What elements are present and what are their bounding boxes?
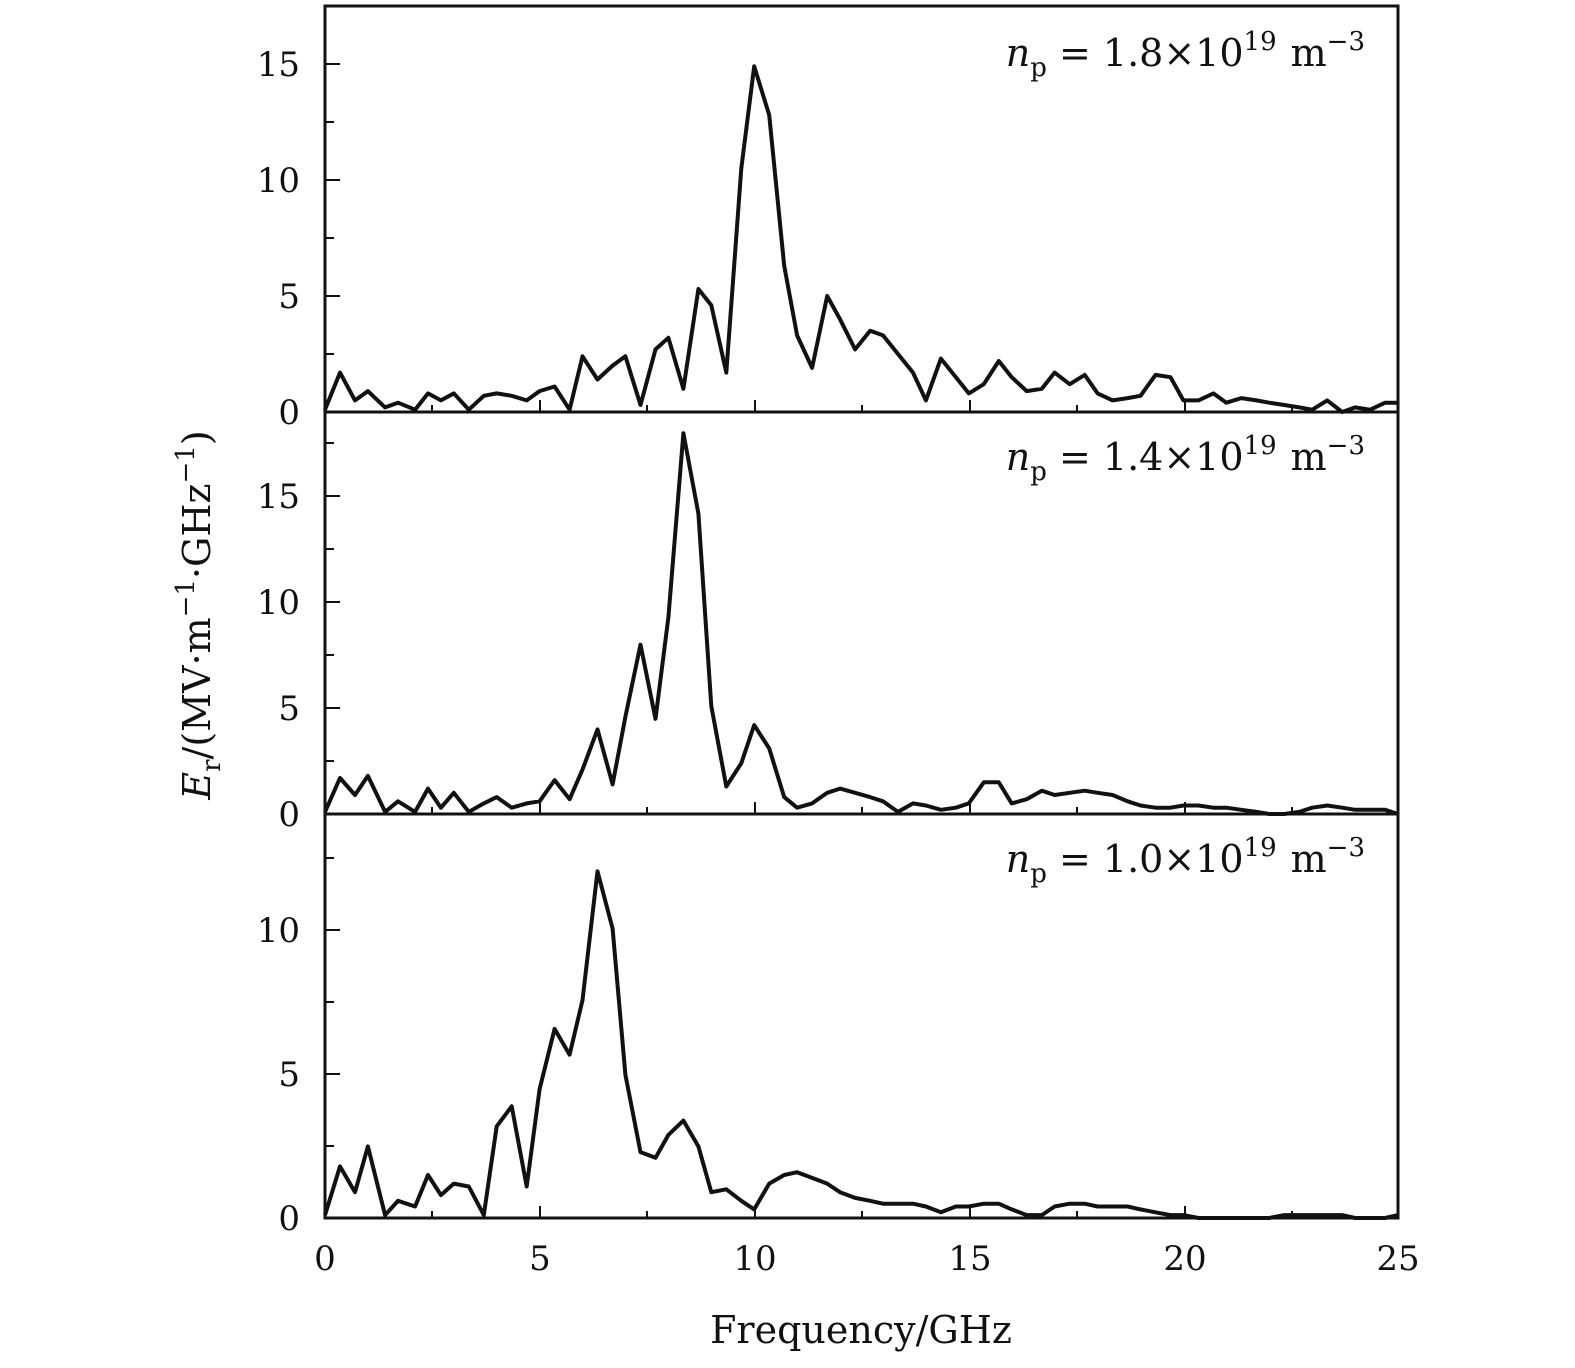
annotation-unit-exponent: −3	[1327, 431, 1365, 461]
annotation-base: 10	[1195, 837, 1243, 881]
annotation-equals: =	[1047, 435, 1103, 479]
panel-top-annotation: np = 1.8×1019 m−3	[1006, 27, 1365, 83]
annotation-unit-exponent: −3	[1327, 27, 1365, 57]
ytick-label: 0	[278, 795, 300, 835]
annotation-unit-exponent: −3	[1327, 833, 1365, 863]
annotation-mantissa: 1.0	[1103, 837, 1163, 881]
ylabel-close: )	[175, 430, 219, 445]
annotation-mantissa: 1.4	[1103, 435, 1163, 479]
plot-frame	[323, 4, 1400, 1220]
y-axis-title: Er/(MV·m−1·GHz−1)	[171, 430, 227, 800]
ytick-label: 5	[278, 277, 300, 317]
annotation-symbol: n	[1006, 435, 1030, 479]
ytick-label: 10	[257, 161, 300, 201]
ylabel-unit-mid: ·GHz	[175, 483, 219, 579]
panel-top: np = 1.8×1019 m−3 0 5 10 15	[257, 27, 1398, 433]
xtick-label: 0	[314, 1239, 336, 1279]
ytick-label: 15	[257, 477, 300, 517]
ylabel-subscript: r	[197, 759, 227, 772]
annotation-base: 10	[1195, 31, 1243, 75]
panel-bottom-annotation: np = 1.0×1019 m−3	[1006, 833, 1365, 889]
ylabel-unit-open: /(MV·m	[175, 617, 219, 759]
ylabel-exp2: −1	[171, 445, 201, 483]
ytick-label: 0	[278, 1199, 300, 1239]
ylabel-exp1: −1	[171, 579, 201, 617]
annotation-equals: =	[1047, 31, 1103, 75]
x-tick-labels: 0 5 10 15 20 25	[314, 1239, 1419, 1279]
series-line-middle	[323, 431, 1399, 816]
xtick-label: 20	[1163, 1239, 1206, 1279]
annotation-symbol: n	[1006, 31, 1030, 75]
annotation-mantissa: 1.8	[1103, 31, 1163, 75]
panel-middle-annotation: np = 1.4×1019 m−3	[1006, 431, 1365, 487]
annotation-times: ×	[1163, 435, 1195, 479]
panel-bottom-ytick-labels: 0 5 10	[257, 911, 300, 1239]
annotation-unit: m	[1291, 31, 1327, 75]
annotation-exponent: 19	[1244, 833, 1277, 863]
xtick-label: 15	[948, 1239, 991, 1279]
series-line-top	[323, 64, 1398, 414]
ylabel-symbol: E	[175, 772, 219, 801]
annotation-exponent: 19	[1244, 431, 1277, 461]
xtick-label: 5	[529, 1239, 551, 1279]
annotation-exponent: 19	[1244, 27, 1277, 57]
panel-middle: np = 1.4×1019 m−3 0 5 10 15	[257, 431, 1399, 835]
annotation-subscript: p	[1030, 457, 1047, 487]
panel-top-ytick-labels: 0 5 10 15	[257, 45, 300, 433]
xtick-label: 10	[733, 1239, 776, 1279]
annotation-symbol: n	[1006, 837, 1030, 881]
annotation-times: ×	[1163, 837, 1195, 881]
series-line-bottom	[323, 869, 1399, 1220]
ytick-label: 0	[278, 393, 300, 433]
annotation-base: 10	[1195, 435, 1243, 479]
ytick-label: 15	[257, 45, 300, 85]
annotation-equals: =	[1047, 837, 1103, 881]
ytick-label: 10	[257, 911, 300, 951]
annotation-unit: m	[1291, 435, 1327, 479]
panel-bottom: np = 1.0×1019 m−3 0 5 10	[257, 833, 1399, 1239]
xtick-label: 25	[1376, 1239, 1419, 1279]
ytick-label: 10	[257, 583, 300, 623]
annotation-times: ×	[1163, 31, 1195, 75]
panel-bottom-ticks	[325, 857, 1293, 1219]
annotation-unit: m	[1291, 837, 1327, 881]
panel-middle-ticks	[324, 442, 1293, 815]
x-axis-title: Frequency/GHz	[710, 1308, 1012, 1352]
ytick-label: 5	[278, 689, 300, 729]
panel-middle-ytick-labels: 0 5 10 15	[257, 477, 300, 835]
ytick-label: 5	[278, 1055, 300, 1095]
annotation-subscript: p	[1030, 53, 1047, 83]
annotation-subscript: p	[1030, 859, 1047, 889]
